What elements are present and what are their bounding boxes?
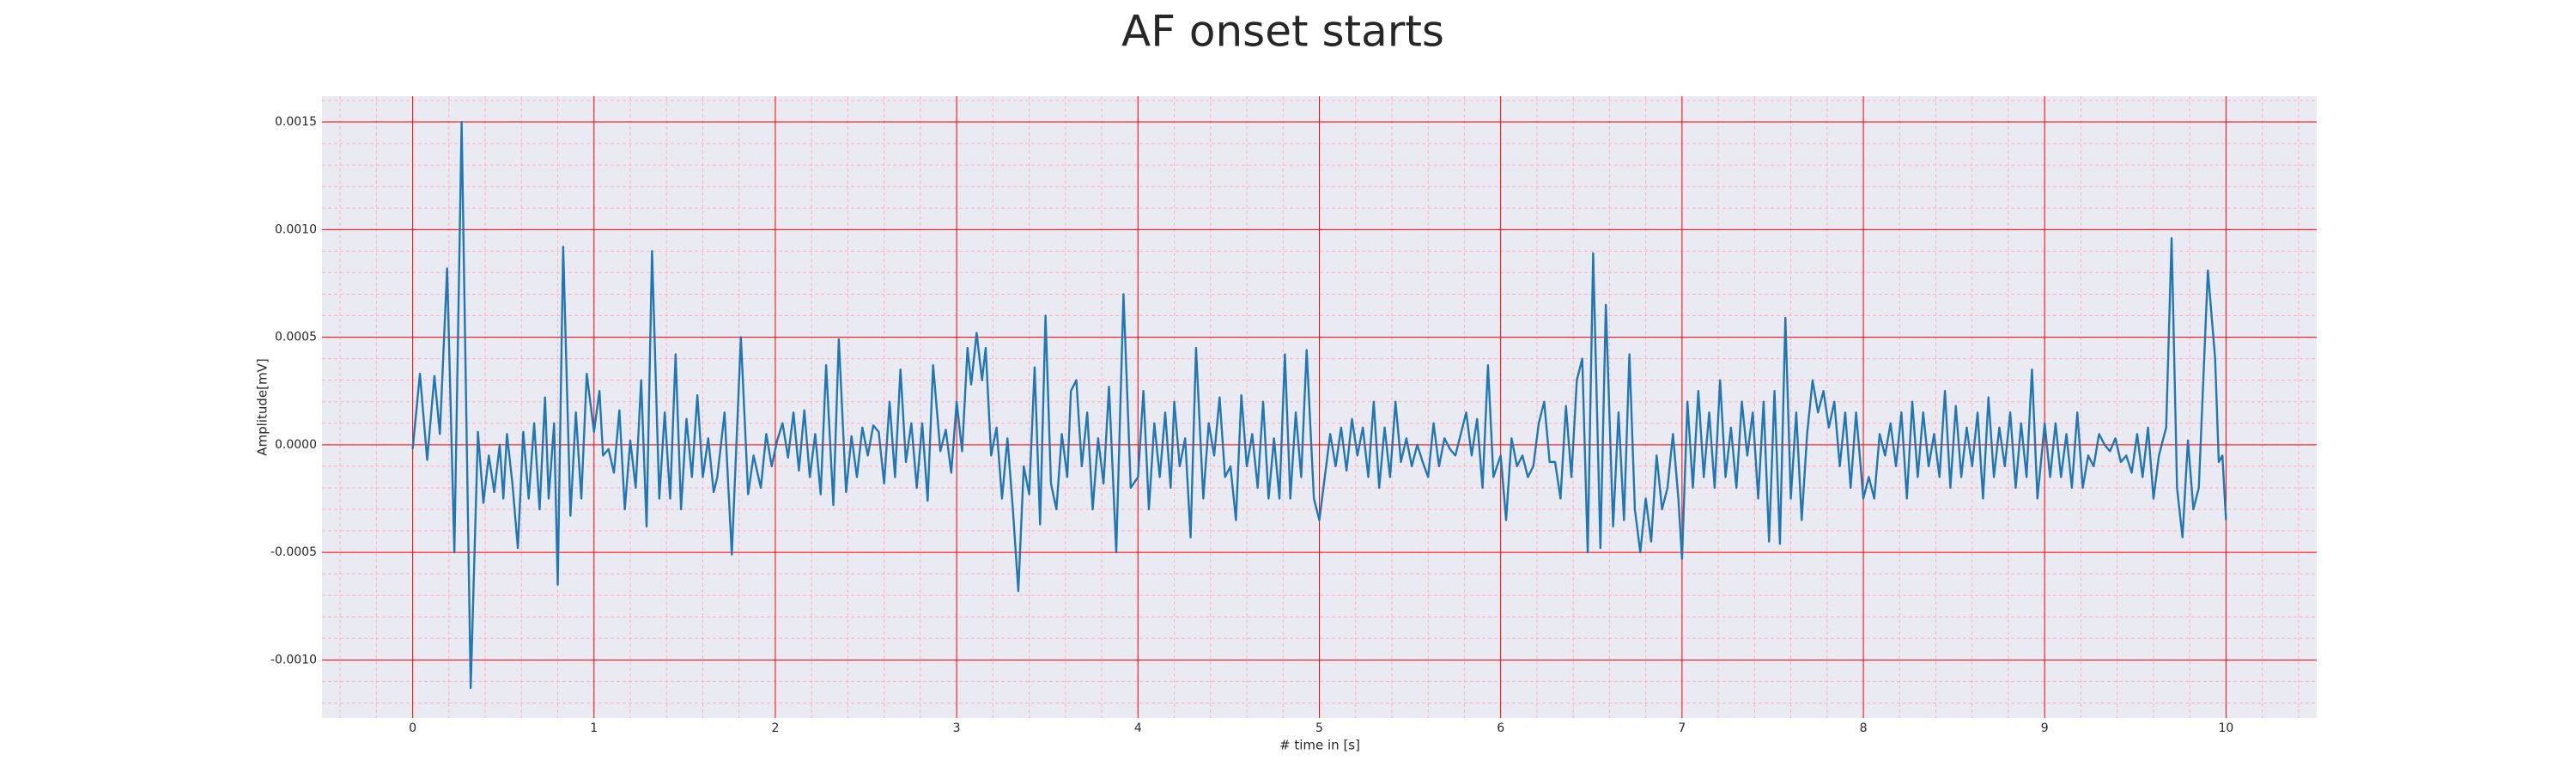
plot-area xyxy=(322,96,2317,718)
y-axis-label: Amplitude[mV] xyxy=(255,358,270,455)
x-axis-label: # time in [s] xyxy=(1279,738,1360,753)
x-tick-label: 3 xyxy=(953,721,961,735)
x-tick-label: 8 xyxy=(1860,721,1868,735)
x-tick-label: 10 xyxy=(2218,721,2233,735)
y-tick-label: 0.0000 xyxy=(275,438,317,452)
x-tick-label: 7 xyxy=(1678,721,1686,735)
x-tick-label: 1 xyxy=(590,721,598,735)
y-tick-label: 0.0005 xyxy=(275,331,317,344)
data-line xyxy=(411,120,2227,690)
x-tick-label: 6 xyxy=(1497,721,1504,735)
x-tick-label: 0 xyxy=(409,721,416,735)
x-tick-label: 2 xyxy=(771,721,779,735)
x-tick-label: 5 xyxy=(1315,721,1323,735)
x-tick-label: 4 xyxy=(1134,721,1142,735)
x-tick-label: 9 xyxy=(2041,721,2049,735)
y-tick-label: 0.0010 xyxy=(275,222,317,236)
y-tick-label: -0.0005 xyxy=(270,545,317,559)
y-tick-label: 0.0015 xyxy=(275,115,317,129)
y-tick-label: -0.0010 xyxy=(270,653,317,666)
chart-title: AF onset starts xyxy=(1121,7,1444,57)
